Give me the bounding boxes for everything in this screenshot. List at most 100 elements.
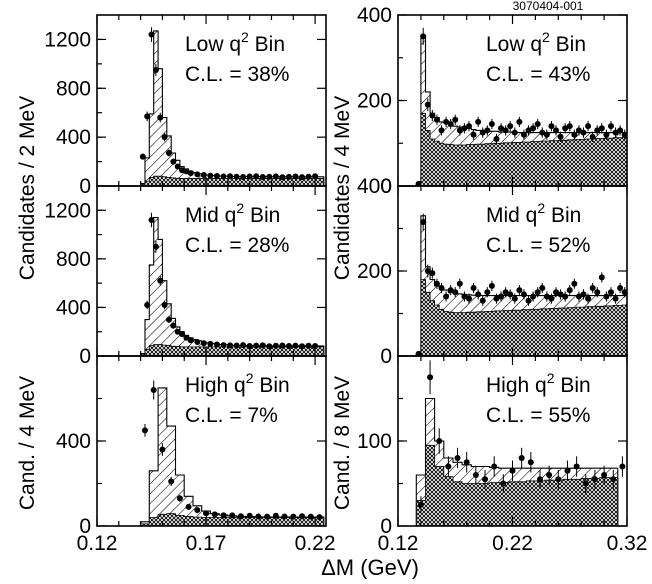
data-point xyxy=(502,127,509,134)
data-point xyxy=(564,467,571,474)
bin-label: High q2 Bin xyxy=(185,370,290,397)
data-point xyxy=(456,280,463,287)
data-point xyxy=(436,438,443,444)
data-point xyxy=(530,293,537,300)
data-point xyxy=(161,134,168,141)
data-point xyxy=(488,282,495,289)
data-point xyxy=(229,512,236,519)
data-point xyxy=(498,293,505,300)
confidence-level-label: C.L. = 55% xyxy=(486,404,590,427)
y-tick-label: 200 xyxy=(357,260,392,283)
data-point xyxy=(580,129,587,136)
data-point xyxy=(548,295,555,302)
data-point xyxy=(557,133,564,140)
y-tick-label: 1200 xyxy=(44,28,91,51)
data-point xyxy=(272,173,279,180)
background-histogram xyxy=(415,279,627,356)
panel-right-top: 0 200 400 Low q2 Bin C.L. = 43% xyxy=(357,4,628,198)
data-point xyxy=(139,153,146,160)
data-point xyxy=(307,513,314,520)
data-point xyxy=(470,131,477,138)
data-point xyxy=(484,127,491,134)
data-point xyxy=(316,514,323,521)
data-point xyxy=(292,342,299,349)
data-point xyxy=(507,123,514,130)
y-tick-label: 0 xyxy=(380,515,392,538)
y-tick-label: 400 xyxy=(56,126,91,149)
data-point xyxy=(479,129,486,136)
data-point xyxy=(240,342,247,349)
y-tick-label: 200 xyxy=(357,90,392,113)
data-point xyxy=(165,150,172,157)
data-point xyxy=(200,172,207,179)
data-point xyxy=(500,480,507,487)
bin-label: High q2 Bin xyxy=(486,370,591,397)
data-point xyxy=(246,173,253,180)
data-point xyxy=(292,173,299,180)
data-point xyxy=(443,293,450,300)
data-point xyxy=(299,174,306,181)
bin-label: Mid q2 Bin xyxy=(185,200,280,227)
y-tick-label: 0 xyxy=(380,175,392,198)
y-tick-label: 0 xyxy=(79,175,91,198)
panel-right-mid: 0 200 400 Mid q2 Bin C.L. = 52% xyxy=(357,175,628,368)
data-point xyxy=(582,480,589,487)
data-point xyxy=(553,289,560,296)
panel-right-bottom: 0 100 0.12 0.22 0.32 High q2 Bin C.L. = 55% xyxy=(357,355,647,555)
data-point xyxy=(543,293,550,300)
data-point xyxy=(438,127,445,134)
panel-left-bottom: 0 400 0.12 0.17 0.22 High q2 Bin C.L. = 7% xyxy=(56,355,336,555)
data-point xyxy=(220,512,227,519)
data-point xyxy=(152,66,159,73)
data-point xyxy=(427,374,434,381)
data-point xyxy=(525,127,532,134)
x-tick-label: 0.12 xyxy=(378,532,419,555)
data-point xyxy=(527,459,534,466)
data-point xyxy=(429,270,436,277)
data-point xyxy=(233,342,240,349)
data-point xyxy=(255,513,262,520)
y-tick-label: 800 xyxy=(56,77,91,100)
plot-area-left-bottom xyxy=(140,380,325,526)
data-point xyxy=(253,342,260,349)
data-point xyxy=(233,173,240,180)
data-point xyxy=(562,293,569,300)
data-point xyxy=(546,472,553,478)
data-point xyxy=(157,277,164,284)
data-point xyxy=(619,463,626,470)
data-point xyxy=(516,287,523,294)
data-point xyxy=(279,342,286,349)
data-point xyxy=(174,163,181,170)
data-point xyxy=(607,289,614,296)
data-point xyxy=(305,173,312,180)
bin-label: Mid q2 Bin xyxy=(486,200,581,227)
data-point xyxy=(463,459,470,466)
data-point xyxy=(566,287,573,294)
data-point xyxy=(424,101,431,108)
data-point xyxy=(170,158,177,165)
data-point xyxy=(610,476,617,483)
data-point xyxy=(484,289,491,296)
data-point xyxy=(259,173,266,180)
data-point xyxy=(571,131,578,138)
data-point xyxy=(207,340,214,347)
data-point xyxy=(227,173,234,180)
data-point xyxy=(502,289,509,296)
data-point xyxy=(601,472,608,478)
data-point xyxy=(472,472,479,478)
data-point xyxy=(518,455,525,461)
y-tick-label: 400 xyxy=(56,430,91,453)
y-tick-label: 800 xyxy=(56,248,91,271)
data-point xyxy=(585,295,592,302)
confidence-level-label: C.L. = 7% xyxy=(185,404,278,427)
data-point xyxy=(539,129,546,136)
data-point xyxy=(312,173,319,180)
data-point xyxy=(144,302,151,308)
data-point xyxy=(240,173,247,180)
x-tick-label: 0.12 xyxy=(77,532,118,555)
bin-label: Low q2 Bin xyxy=(185,29,285,56)
data-point xyxy=(553,127,560,134)
data-point xyxy=(598,125,605,132)
plot-area-right-mid xyxy=(415,213,627,356)
data-point xyxy=(580,291,587,298)
